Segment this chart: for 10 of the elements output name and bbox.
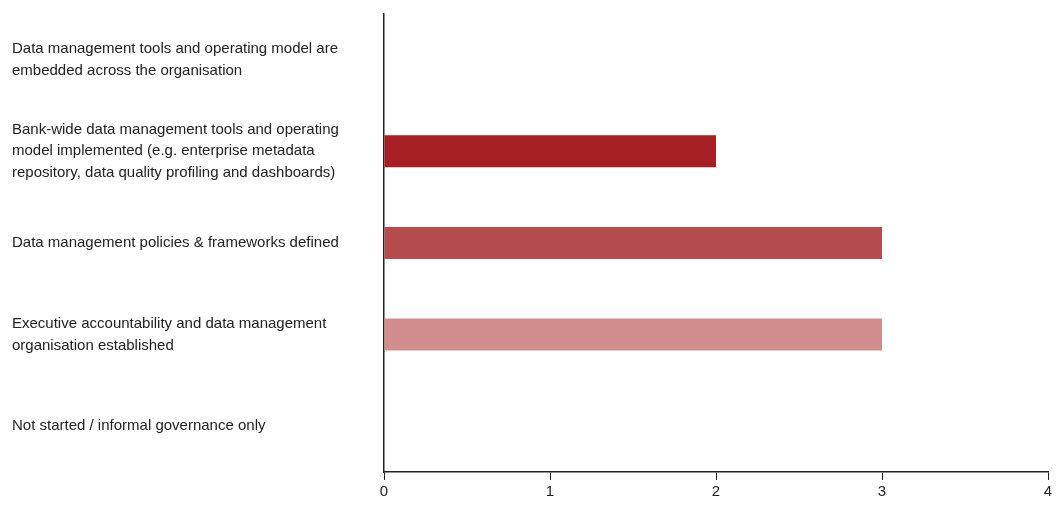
x-tick-label: 0 [379,482,389,500]
y-tick-label: Executive accountability and data management organisation established [12,313,328,353]
x-tick-label: 1 [545,482,555,500]
y-tick-label: Data management tools and operating model are embedded across the organisation [12,38,339,78]
x-tick-label: 2 [711,482,721,500]
x-tick-label: 3 [877,482,887,500]
y-tick-label: Bank-wide data management tools and operating model implemented (e.g. enterprise metadata repository, data quality profiling and dashboards) [12,119,339,181]
x-tick-label: 4 [1043,482,1053,500]
y-tick-label: Data management policies & frameworks defined [12,233,339,251]
y-tick-label: Not started / informal governance only [12,416,266,434]
